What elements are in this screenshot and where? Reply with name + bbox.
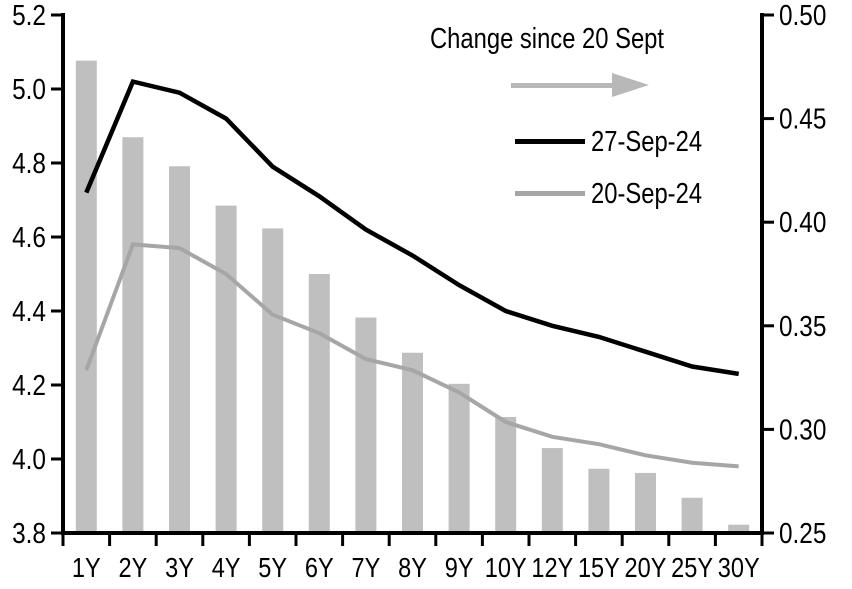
left-axis-tick-label: 4.0	[12, 444, 46, 476]
bar-9Y	[448, 383, 470, 533]
x-axis-label-1Y: 1Y	[72, 552, 101, 583]
x-axis-label-10Y: 10Y	[485, 552, 527, 583]
x-axis-label-2Y: 2Y	[119, 552, 148, 583]
bar-1Y	[75, 60, 97, 534]
x-axis-label-25Y: 25Y	[671, 552, 713, 583]
legend-line-sample-black	[515, 139, 585, 144]
bar-20Y	[635, 472, 656, 533]
line-20-Sep-24	[84, 242, 739, 469]
x-axis-label-3Y: 3Y	[165, 552, 194, 583]
bar-30Y	[728, 524, 750, 533]
legend-title: Change since 20 Sept	[430, 23, 665, 55]
right-axis-tick-label: 0.50	[779, 0, 826, 32]
right-axis-tick-label: 0.45	[779, 104, 826, 136]
bar-12Y	[541, 448, 563, 533]
left-axis-tick-label: 5.0	[12, 74, 46, 106]
left-axis-tick-label: 3.8	[12, 518, 46, 550]
bar-10Y	[495, 416, 517, 533]
bar-3Y	[169, 166, 190, 534]
bar-8Y	[402, 352, 423, 533]
x-axis-label-30Y: 30Y	[718, 552, 760, 583]
x-axis-label-8Y: 8Y	[398, 552, 427, 583]
change-arrow-shaft	[511, 83, 614, 88]
bar-4Y	[215, 205, 237, 533]
x-axis-label-5Y: 5Y	[258, 552, 287, 583]
left-axis-tick-label: 4.4	[12, 296, 46, 328]
bar-15Y	[588, 468, 610, 533]
legend-label-27-sep: 27-Sep-24	[591, 126, 703, 158]
left-axis-tick-label: 5.2	[12, 0, 46, 32]
x-axis-label-9Y: 9Y	[445, 552, 474, 583]
left-axis-tick-label: 4.6	[12, 222, 46, 254]
change-arrow-head	[612, 73, 649, 97]
x-axis-label-6Y: 6Y	[305, 552, 334, 583]
right-axis-tick-label: 0.25	[779, 518, 826, 550]
x-axis-label-12Y: 12Y	[531, 552, 573, 583]
line-27-Sep-24	[84, 78, 740, 377]
x-axis-label-4Y: 4Y	[212, 552, 241, 583]
x-axis-label-15Y: 15Y	[578, 552, 620, 583]
left-axis-tick-label: 4.8	[12, 148, 46, 180]
bar-25Y	[681, 497, 703, 533]
bar-7Y	[355, 317, 377, 533]
right-axis-tick-label: 0.30	[779, 414, 826, 446]
right-axis-tick-label: 0.40	[779, 207, 826, 239]
legend-line-sample-gray	[515, 191, 585, 196]
bar-6Y	[308, 274, 330, 533]
x-axis-label-20Y: 20Y	[625, 552, 667, 583]
bar-2Y	[122, 137, 144, 534]
change-arrow-icon	[511, 73, 651, 98]
right-axis-tick-label: 0.35	[779, 311, 826, 343]
x-axis-label-7Y: 7Y	[352, 552, 381, 583]
left-axis-tick-label: 4.2	[12, 370, 46, 402]
bar-5Y	[262, 228, 284, 533]
legend-label-20-sep: 20-Sep-24	[591, 178, 703, 210]
